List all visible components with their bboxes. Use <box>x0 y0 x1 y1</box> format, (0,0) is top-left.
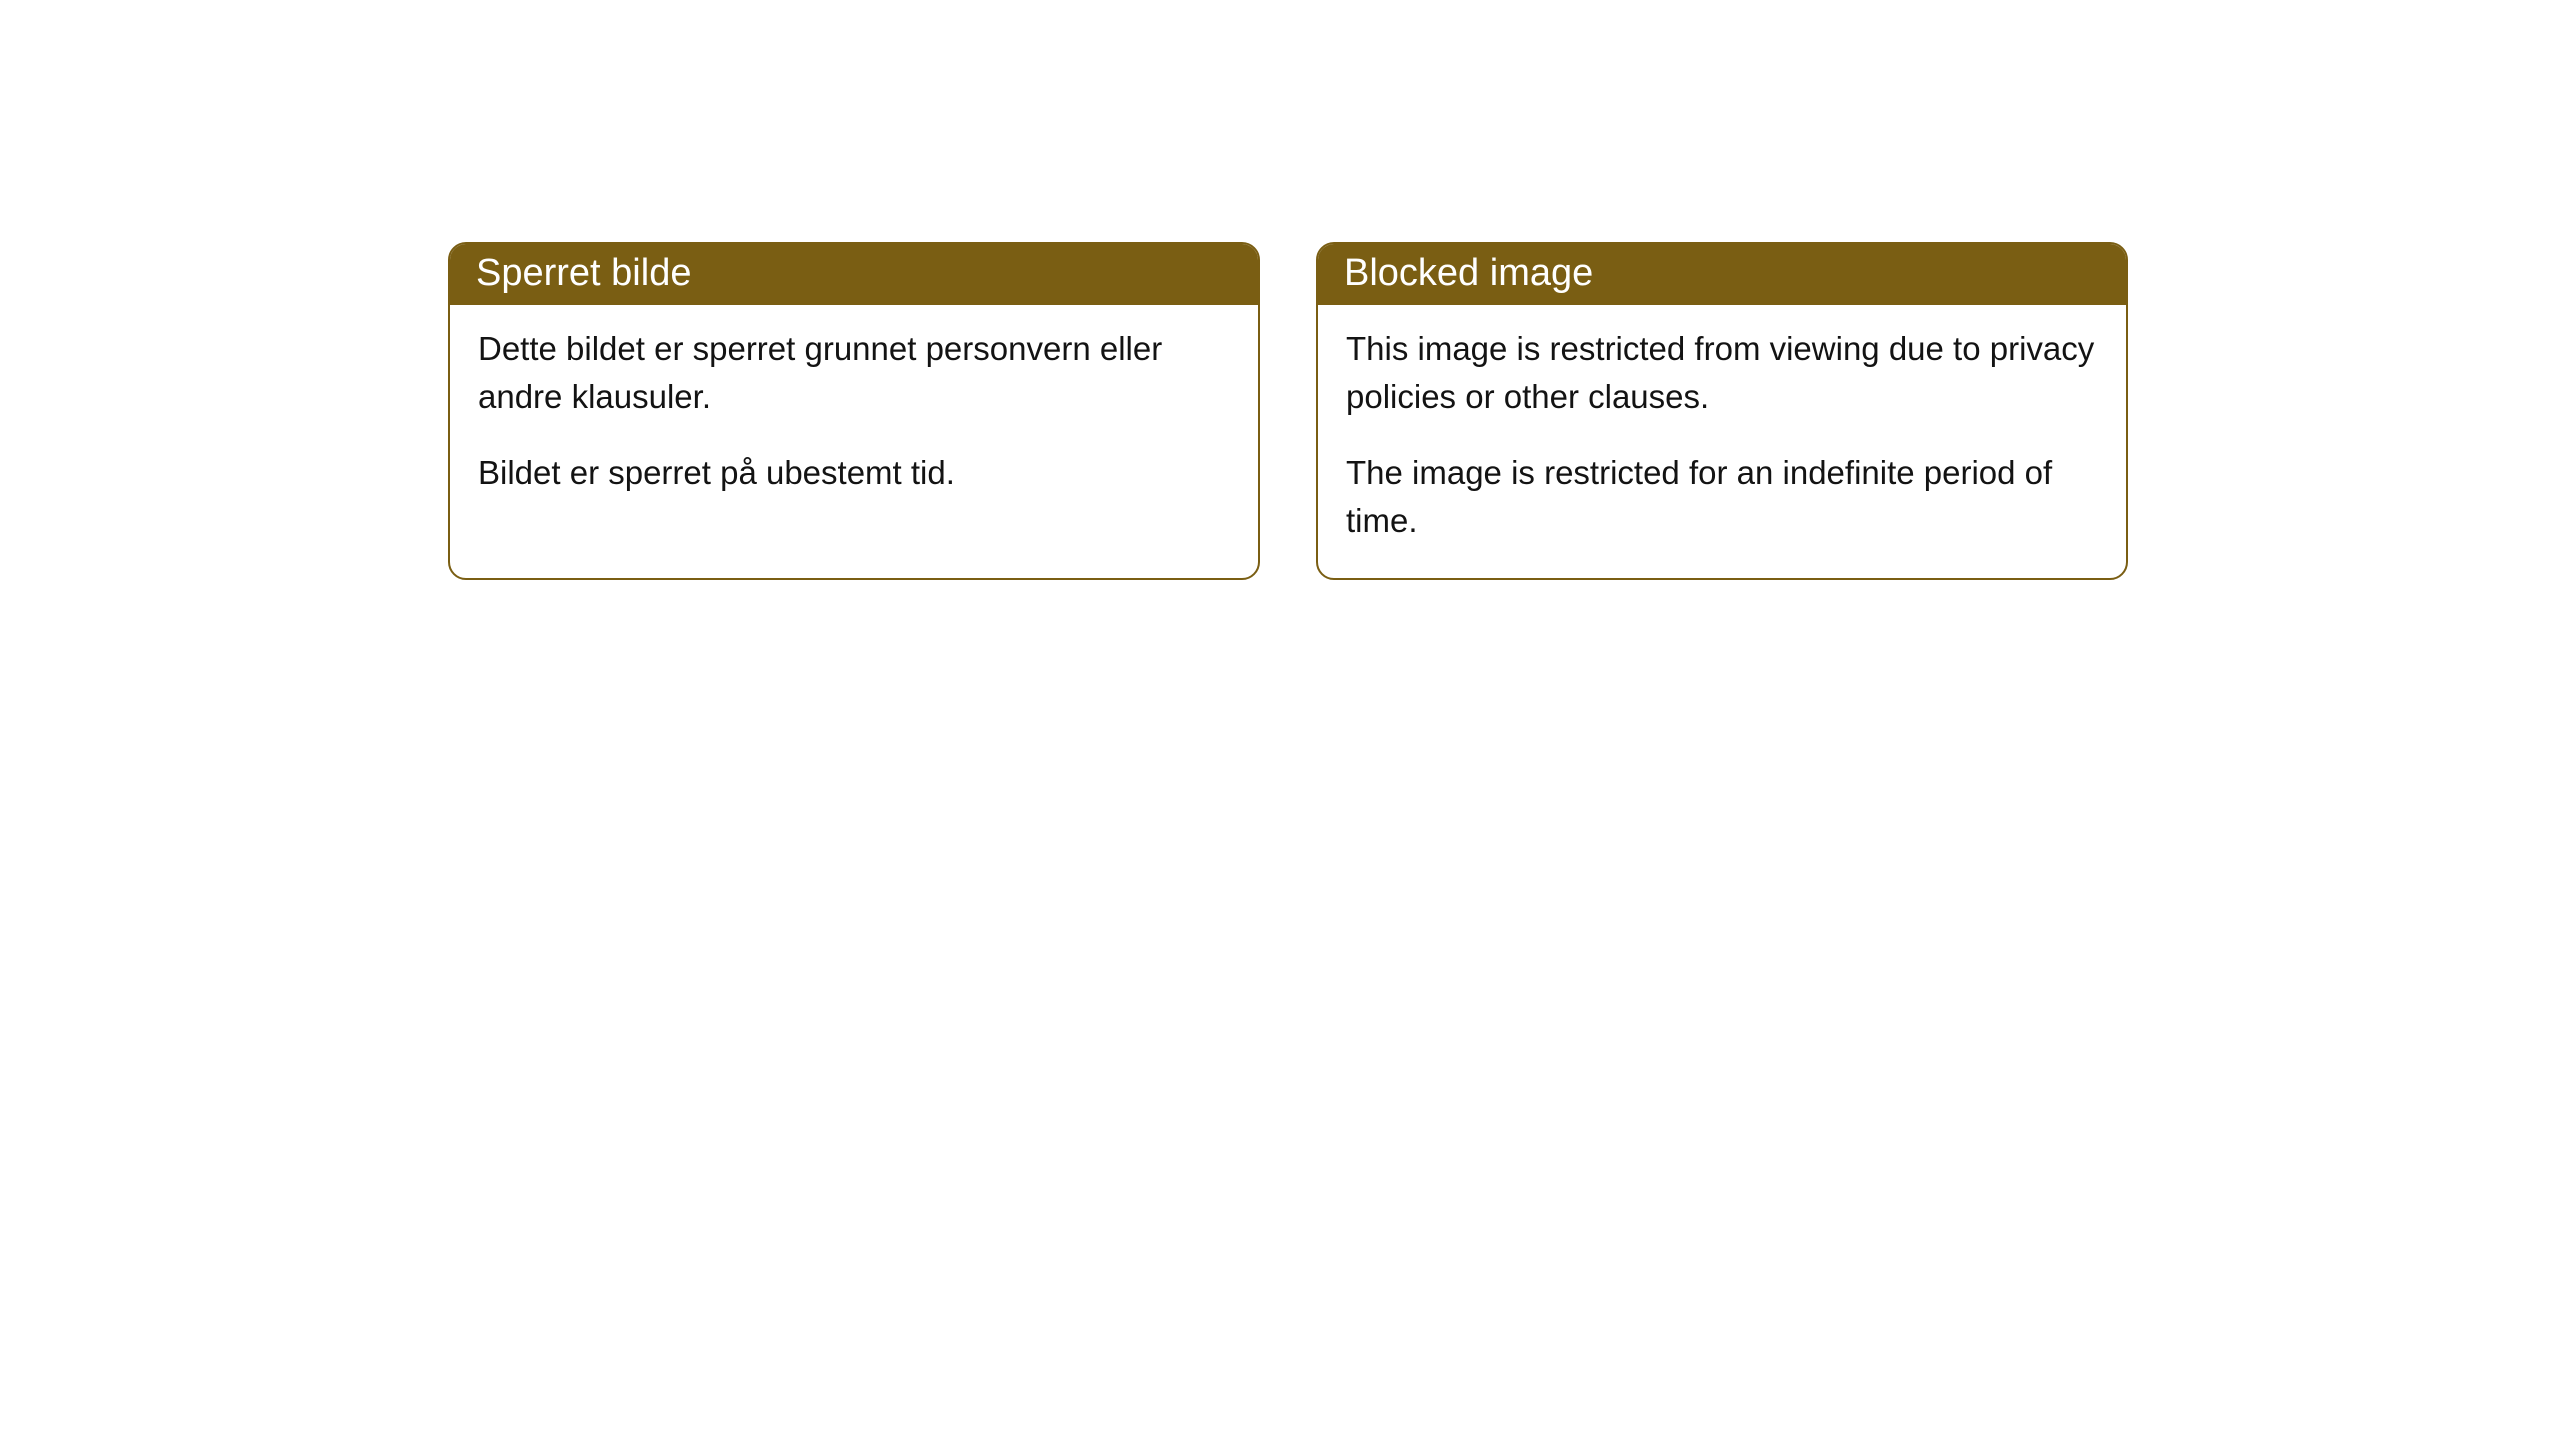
card-para2-en: The image is restricted for an indefinit… <box>1346 449 2098 545</box>
card-para1-en: This image is restricted from viewing du… <box>1346 325 2098 421</box>
notice-container: Sperret bilde Dette bildet er sperret gr… <box>0 0 2560 580</box>
card-para2-no: Bildet er sperret på ubestemt tid. <box>478 449 1230 497</box>
card-title-no: Sperret bilde <box>450 244 1258 305</box>
card-body-en: This image is restricted from viewing du… <box>1318 305 2126 578</box>
card-body-no: Dette bildet er sperret grunnet personve… <box>450 305 1258 531</box>
blocked-image-card-en: Blocked image This image is restricted f… <box>1316 242 2128 580</box>
card-para1-no: Dette bildet er sperret grunnet personve… <box>478 325 1230 421</box>
blocked-image-card-no: Sperret bilde Dette bildet er sperret gr… <box>448 242 1260 580</box>
card-title-en: Blocked image <box>1318 244 2126 305</box>
